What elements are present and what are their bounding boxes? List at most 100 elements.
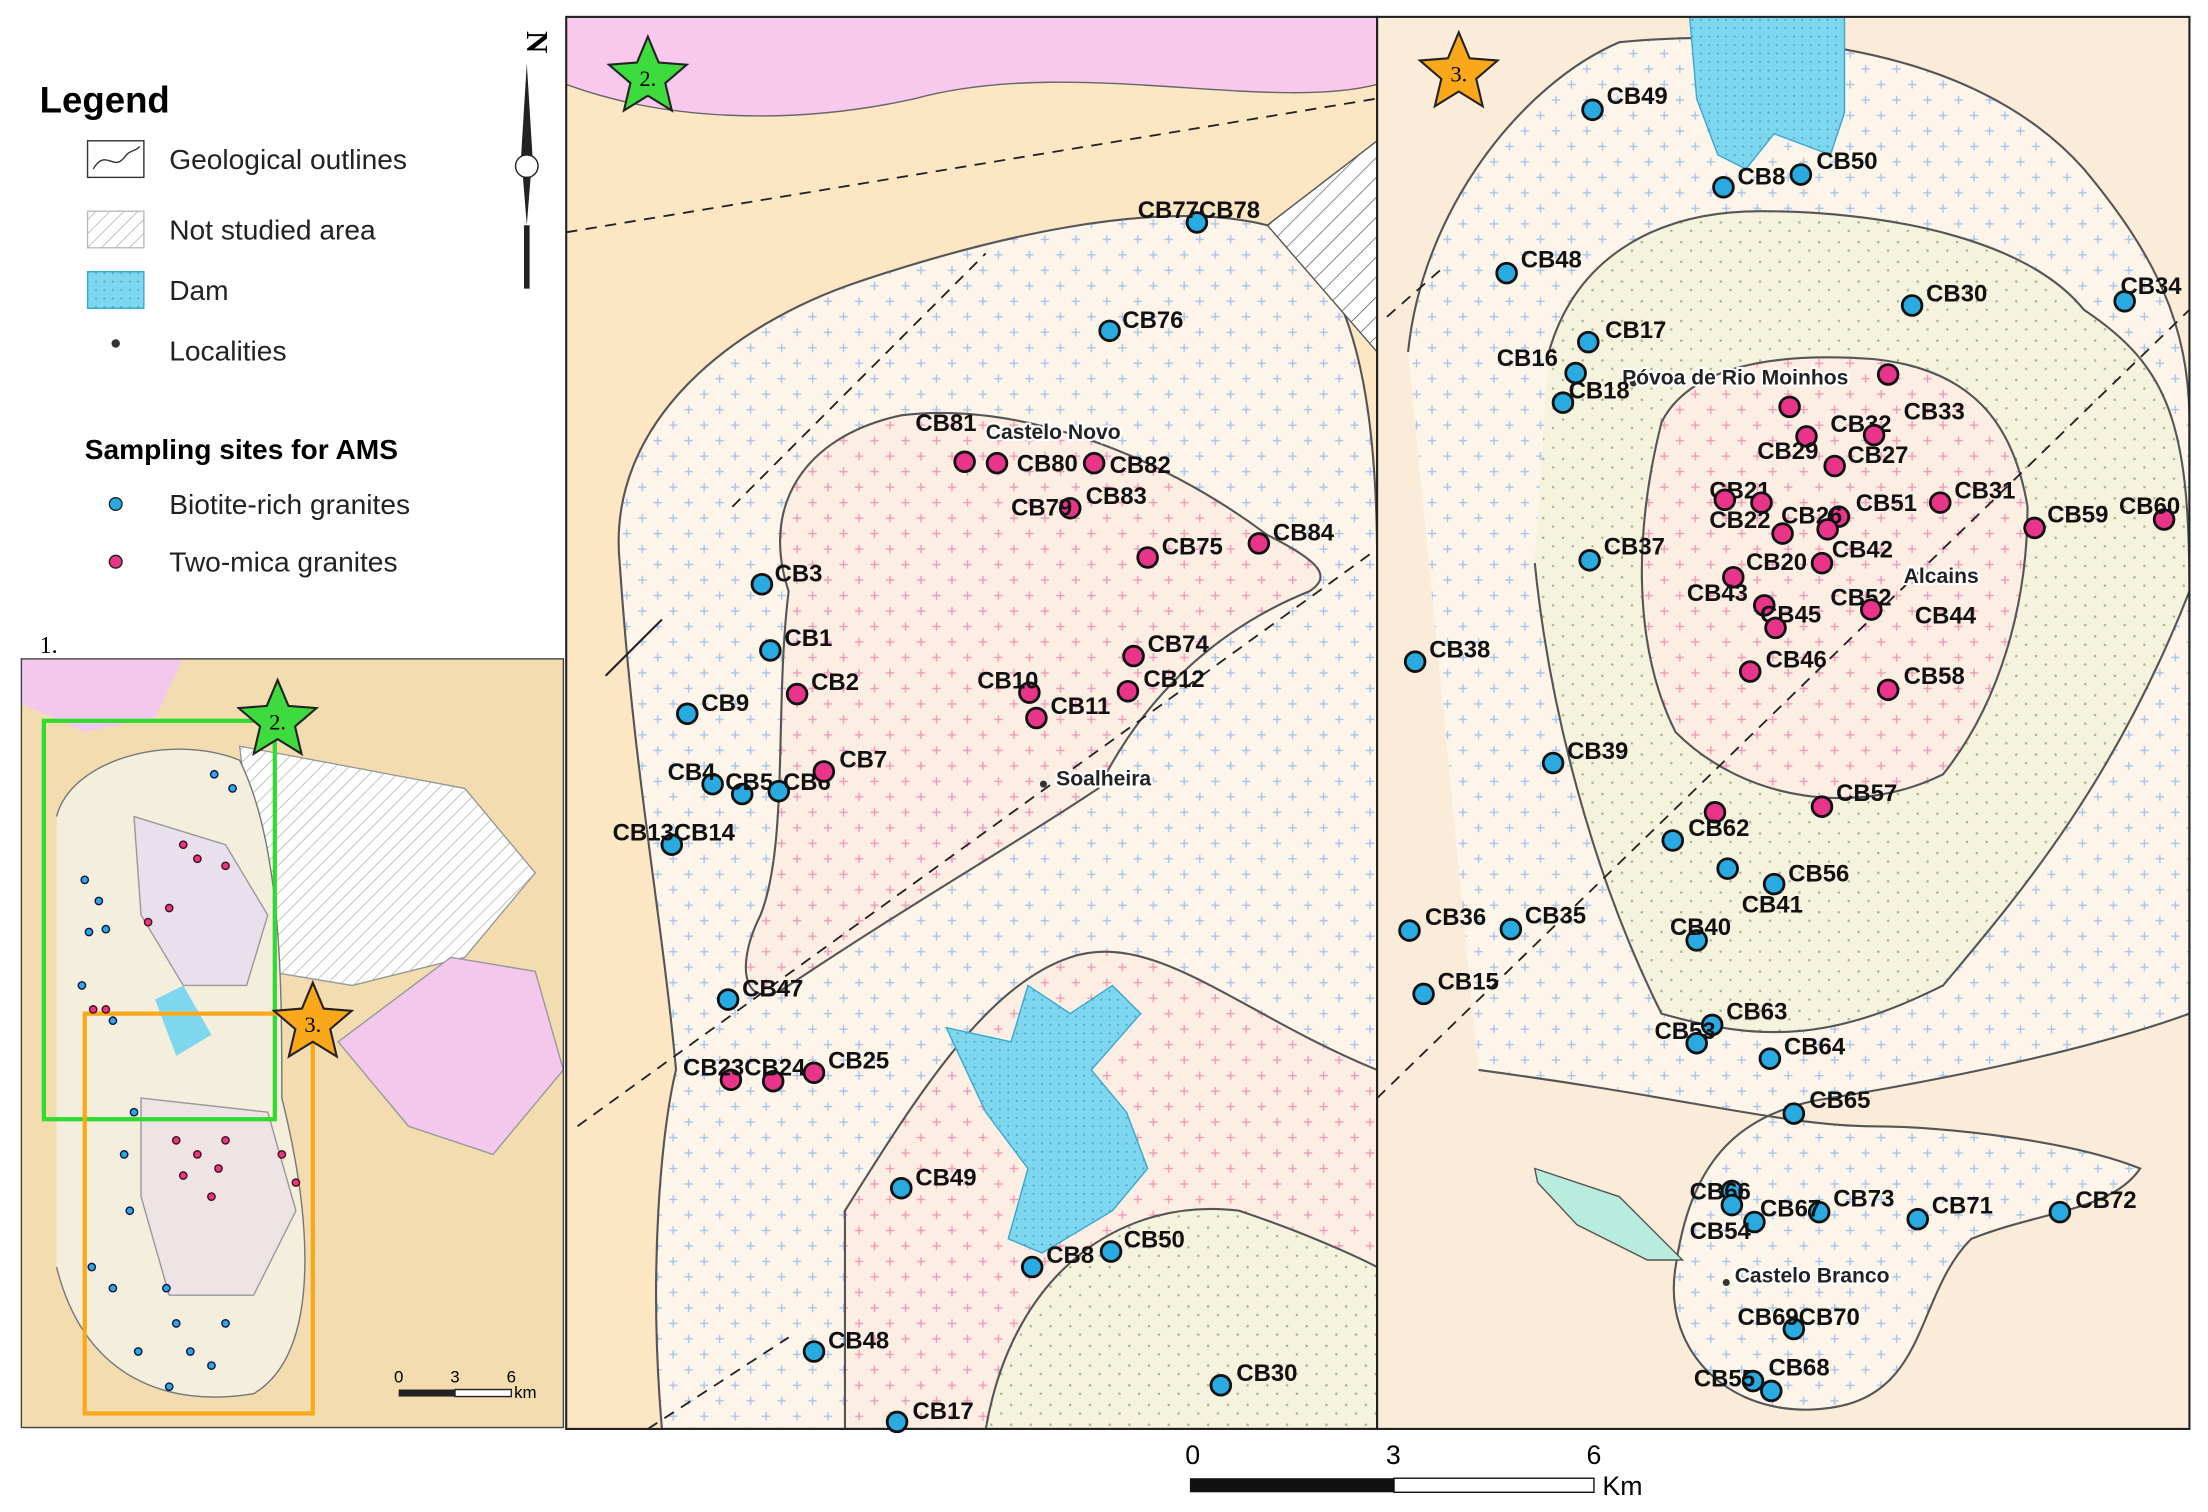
sample-point: [1758, 1047, 1782, 1070]
inset-point: [87, 1262, 97, 1272]
sample-label: CB16: [1497, 345, 1558, 372]
sample-label: CB58: [1904, 663, 1965, 690]
sample-label: CB60: [2119, 493, 2180, 520]
sample-point: [1876, 678, 1900, 702]
sample-label: CB57: [1836, 780, 1897, 807]
scale-label: 0: [1185, 1440, 1200, 1470]
sample-label: CB13CB14: [613, 819, 736, 846]
star: [606, 33, 690, 113]
sample-point: [1499, 917, 1523, 941]
sample-point: [885, 1410, 909, 1434]
sample-label: CB50: [1124, 1226, 1185, 1253]
inset-scale-label: 0: [394, 1367, 403, 1386]
sample-label: CB15: [1438, 969, 1499, 996]
sample-point: [802, 1340, 826, 1363]
inset-frame: [20, 658, 565, 1429]
sample-label: CB63: [1726, 998, 1787, 1025]
sample-point: [2152, 508, 2176, 531]
sample-point: [1823, 454, 1846, 478]
star: [1417, 29, 1501, 109]
inset-point: [80, 875, 90, 885]
map-3-frame: [1376, 15, 2191, 1430]
inset-point: [101, 924, 111, 934]
inset-point: [84, 927, 94, 937]
inset-scale-label: 6: [507, 1367, 516, 1386]
sample-point: [2048, 1200, 2072, 1224]
sample-point: [1741, 1369, 1765, 1393]
legend-icon: [92, 145, 141, 170]
legend-subtitle: Sampling sites for AMS: [85, 434, 398, 465]
sample-point: [1900, 294, 1924, 317]
legend-item: Dam: [169, 275, 228, 306]
sample-label: CB33: [1904, 399, 1965, 426]
legend: Legend Geological outlines Not studied a…: [40, 80, 407, 465]
sample-label: CB18: [1569, 377, 1630, 404]
inset-point: [164, 1382, 174, 1392]
sample-label: CB82: [1110, 452, 1171, 479]
sample-point: [1782, 1102, 1806, 1125]
sample-point: [1398, 919, 1421, 942]
sample-label: CB50: [1816, 148, 1877, 175]
sample-point: [1020, 1255, 1044, 1279]
inset-point: [207, 1361, 216, 1370]
sample-label: CB65: [1809, 1087, 1870, 1114]
inset-point: [291, 1178, 301, 1187]
sample-label: CB83: [1086, 483, 1147, 510]
sample-point: [1136, 546, 1159, 569]
sample-point: [1685, 1031, 1708, 1055]
inset-point: [221, 1135, 230, 1145]
locality-label: Póvoa de Rio Moinhos: [1622, 366, 1848, 389]
sample-point: [660, 833, 684, 856]
sample-label: CB62: [1688, 815, 1749, 842]
sample-point: [1810, 795, 1834, 818]
inset-point: [185, 1347, 195, 1356]
sample-point: [1860, 598, 1883, 621]
star-label: 3.: [304, 1012, 321, 1037]
sample-label: CB12: [1143, 666, 1204, 693]
star-label: 3.: [1450, 62, 1467, 87]
sample-label: CB2: [811, 669, 859, 696]
sample-point: [1738, 660, 1762, 683]
inset-point: [178, 840, 188, 850]
sample-point: [730, 782, 754, 806]
legend-icon: [111, 339, 120, 348]
sample-point: [1771, 522, 1794, 545]
inset-point: [162, 1283, 171, 1293]
sample-point: [750, 572, 774, 596]
sample-point: [1782, 1317, 1806, 1341]
sample-label: CB35: [1525, 903, 1586, 930]
star: [271, 979, 355, 1059]
sample-label: CB69CB70: [1738, 1304, 1860, 1331]
sample-label: CB79: [1011, 494, 1072, 521]
sample-point: [1685, 929, 1708, 952]
sample-label: CB27: [1847, 442, 1908, 469]
locality-label: Alcains: [1904, 565, 1979, 588]
scale-unit: Km: [1602, 1471, 1642, 1501]
sample-label: CB5: [725, 769, 773, 796]
sample-point: [890, 1176, 913, 1200]
sample-label: CB20: [1746, 549, 1807, 576]
sample-label: CB47: [742, 976, 803, 1003]
sample-point: [1862, 423, 1886, 447]
inset-point: [108, 1283, 118, 1293]
sample-label: CB68: [1768, 1354, 1829, 1381]
inset-point: [164, 903, 174, 913]
sample-label: CB44: [1915, 603, 1977, 630]
legend-item: Geological outlines: [169, 144, 407, 175]
sample-label: CB34: [2120, 273, 2182, 300]
inset-scale: [398, 1388, 513, 1398]
sample-label: CB29: [1757, 438, 1818, 465]
north-arrow: N: [514, 31, 555, 289]
sample-point: [2113, 290, 2136, 313]
sample-point: [701, 772, 724, 796]
sample-point: [1209, 1374, 1233, 1397]
sample-point: [1703, 801, 1727, 824]
sample-label: CB49: [915, 1164, 976, 1191]
scale-label: 6: [1586, 1440, 1601, 1470]
inset-label: 1.: [40, 633, 58, 659]
sample-label: CB71: [1932, 1193, 1993, 1220]
sample-label: CB38: [1429, 636, 1490, 663]
legend-icon: [86, 210, 145, 249]
sample-point: [1722, 565, 1745, 589]
